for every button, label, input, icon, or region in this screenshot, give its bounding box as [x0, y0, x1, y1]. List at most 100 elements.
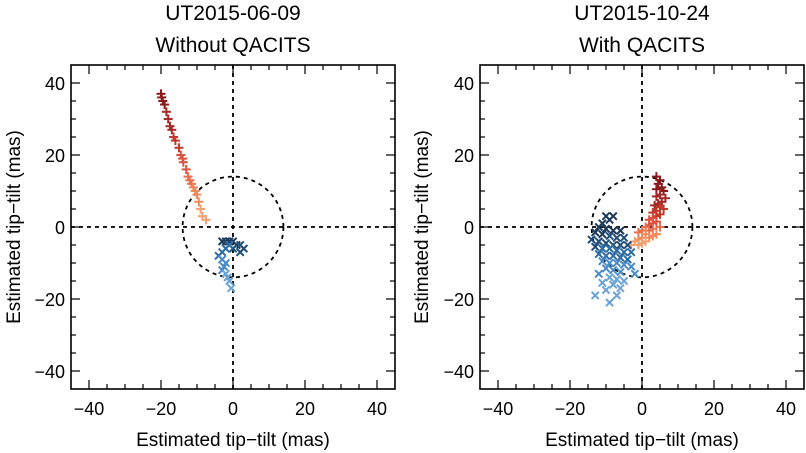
cross-marker-point — [605, 258, 614, 268]
panel-right-x-axis-label: Estimated tip−tilt (mas) — [545, 430, 739, 451]
cross-marker-point — [612, 233, 622, 243]
panel-left: UT2015-06-09 Without QACITS −40 −20 0 20 40 … — [4, 2, 396, 451]
cross-marker-point — [608, 226, 618, 235]
panel-right-y-tick-labels: −40 −20 0 20 40 — [443, 74, 474, 382]
panel-left-title-line1: UT2015-06-09 — [165, 2, 300, 25]
cross-marker-point — [623, 240, 632, 250]
cross-marker-point — [626, 247, 636, 257]
cross-marker-point — [616, 267, 625, 277]
cross-marker-point — [619, 260, 629, 270]
y-tick-label: 0 — [55, 218, 65, 238]
cross-marker-point — [608, 265, 618, 275]
cross-marker-point — [612, 258, 622, 268]
cross-marker-point — [598, 278, 607, 288]
cross-marker-point — [630, 269, 640, 279]
x-tick-label: 20 — [704, 399, 724, 419]
cross-marker-point — [605, 244, 614, 253]
x-tick-label: −20 — [146, 399, 177, 419]
cross-marker-point — [601, 224, 611, 234]
reference-circle — [181, 175, 285, 279]
panel-right-y-axis-label: Estimated tip−tilt (mas) — [412, 130, 433, 324]
panel-left-x-tick-labels: −40 −20 0 20 40 — [74, 399, 387, 419]
cross-marker-point — [594, 269, 604, 279]
x-tick-label: 0 — [637, 399, 647, 419]
x-tick-label: 40 — [776, 399, 796, 419]
cross-marker-point — [601, 264, 611, 273]
cross-marker-point — [605, 215, 614, 225]
y-tick-label: 0 — [464, 218, 474, 238]
y-tick-label: −20 — [34, 290, 65, 310]
panel-left-data-points — [156, 89, 249, 293]
cross-marker-point — [594, 249, 604, 259]
cross-marker-point — [235, 247, 245, 257]
x-tick-label: −20 — [555, 399, 586, 419]
plus-marker-point — [194, 197, 204, 207]
x-tick-label: −40 — [483, 399, 514, 419]
panel-left-x-axis-label: Estimated tip−tilt (mas) — [136, 430, 330, 451]
cross-marker-point — [608, 280, 618, 289]
y-tick-label: −40 — [34, 362, 65, 382]
y-tick-label: 20 — [45, 146, 65, 166]
cross-marker-point — [225, 276, 234, 286]
panel-right-data-points — [587, 172, 670, 307]
plus-marker-point — [655, 222, 665, 232]
y-tick-label: −20 — [443, 290, 474, 310]
cross-marker-point — [601, 285, 611, 295]
panel-left-title-line2: Without QACITS — [155, 34, 310, 57]
cross-marker-point — [616, 283, 625, 293]
panel-left-y-tick-labels: −40 −20 0 20 40 — [34, 74, 65, 382]
x-tick-label: 20 — [295, 399, 315, 419]
panel-right-ticks — [480, 65, 804, 389]
cross-marker-point — [619, 247, 629, 257]
plus-marker-point — [192, 190, 202, 200]
panel-right: UT2015-10-24 With QACITS −40 −20 0 20 40 −40… — [412, 2, 805, 451]
cross-marker-point — [619, 233, 629, 243]
cross-marker-point — [601, 238, 611, 248]
x-tick-label: −40 — [74, 399, 105, 419]
plus-marker-point — [651, 191, 661, 201]
cross-marker-point — [594, 222, 604, 232]
cross-marker-point — [608, 251, 618, 261]
y-tick-label: 20 — [454, 146, 474, 166]
plus-marker-point — [196, 204, 206, 214]
plus-marker-point — [181, 164, 191, 174]
panel-left-zero-lines — [71, 65, 395, 389]
y-tick-label: −40 — [443, 362, 474, 382]
plus-marker-point — [659, 204, 669, 214]
y-tick-label: 40 — [45, 74, 65, 94]
plus-marker-point — [201, 215, 211, 225]
plus-marker-point — [178, 157, 188, 167]
cross-marker-point — [605, 298, 614, 307]
cross-marker-point — [623, 255, 632, 264]
cross-marker-point — [612, 291, 622, 300]
cross-marker-point — [619, 276, 629, 286]
cross-marker-point — [590, 242, 600, 252]
cross-marker-point — [594, 237, 604, 246]
cross-marker-point — [626, 262, 636, 271]
cross-marker-point — [598, 256, 607, 266]
panel-right-x-tick-labels: −40 −20 0 20 40 — [483, 399, 796, 419]
cross-marker-point — [616, 253, 625, 262]
cross-marker-point — [590, 228, 600, 237]
cross-marker-point — [616, 226, 625, 235]
plus-marker-point — [163, 114, 173, 124]
plus-marker-point — [160, 100, 170, 110]
cross-marker-point — [590, 291, 600, 300]
x-tick-label: 0 — [228, 399, 238, 419]
cross-marker-point — [587, 235, 596, 244]
panel-right-title-line1: UT2015-10-24 — [574, 2, 710, 25]
plus-marker-point — [161, 107, 171, 117]
panel-left-reference-circle — [181, 175, 285, 279]
cross-marker-point — [605, 273, 614, 282]
cross-marker-point — [598, 229, 607, 239]
cross-marker-point — [598, 244, 607, 253]
cross-marker-point — [601, 251, 611, 261]
cross-marker-point — [612, 274, 622, 284]
plus-marker-point — [170, 136, 180, 146]
y-tick-label: 40 — [454, 74, 474, 94]
plus-marker-point — [167, 125, 177, 135]
panel-left-ticks — [71, 65, 395, 389]
panel-left-y-axis-label: Estimated tip−tilt (mas) — [4, 130, 25, 324]
x-tick-label: 40 — [367, 399, 387, 419]
